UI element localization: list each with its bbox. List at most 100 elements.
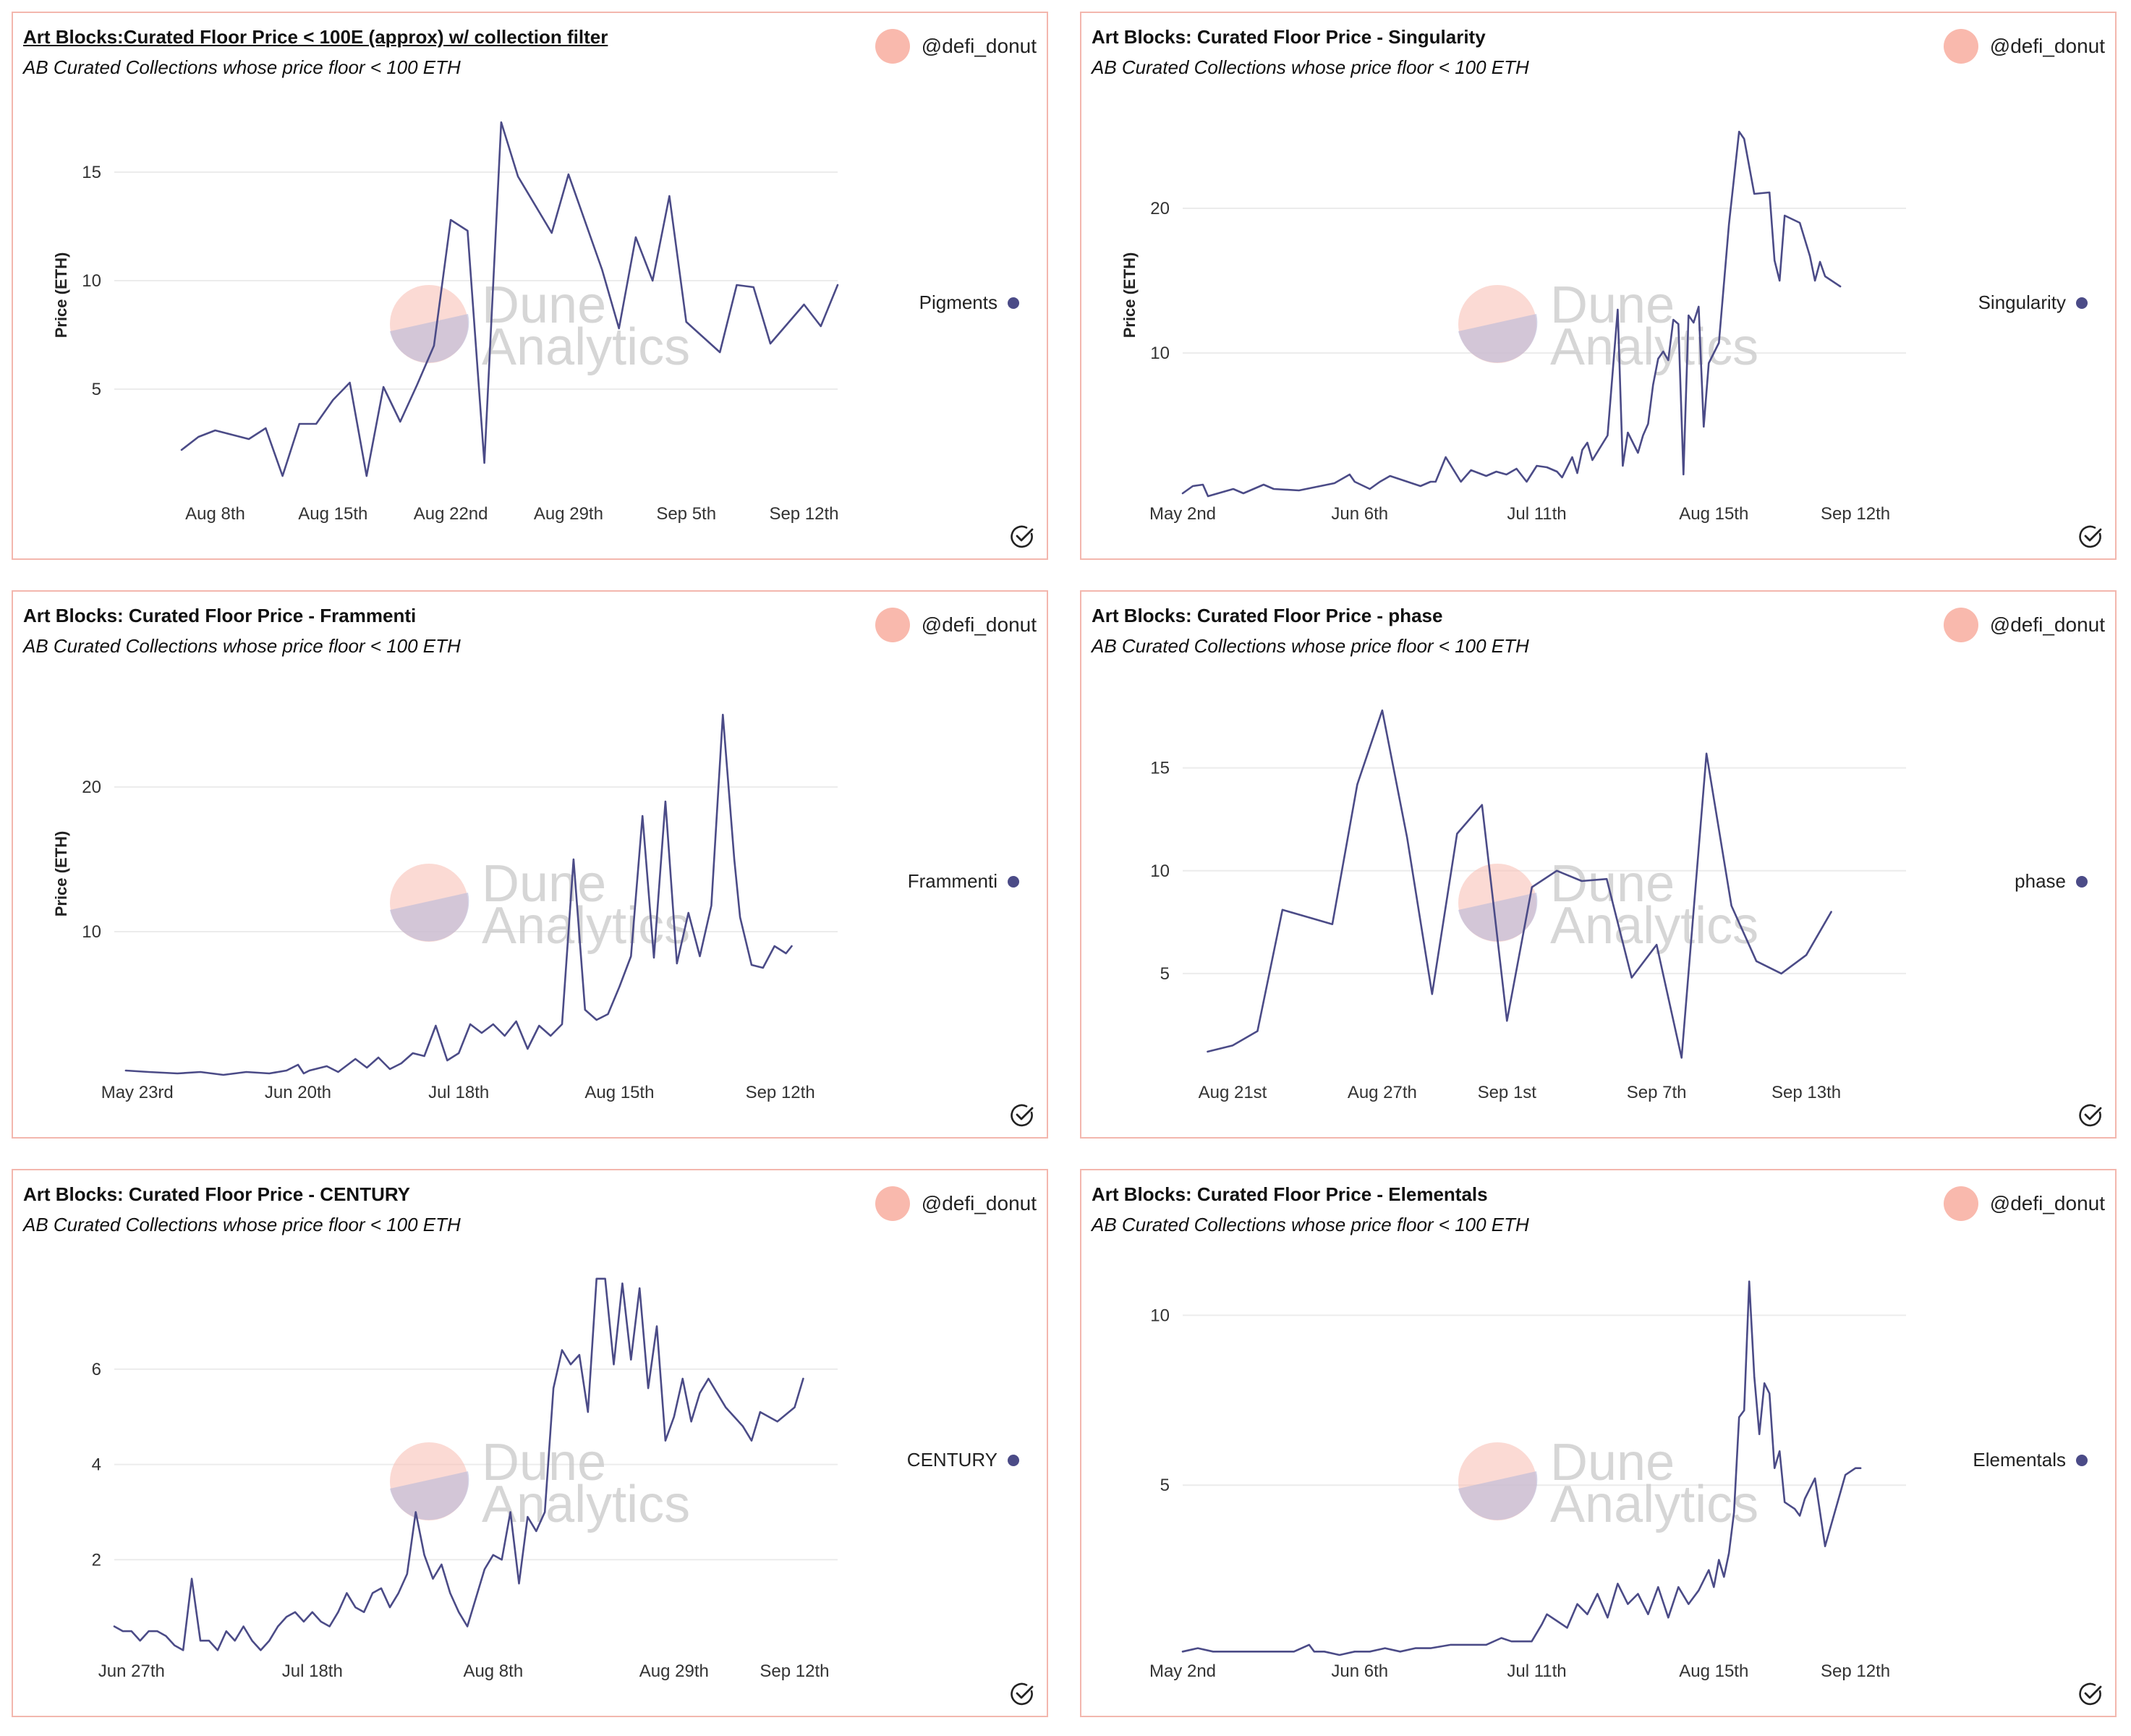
author-name[interactable]: @defi_donut [1989,35,2105,57]
author-name[interactable]: @defi_donut [1989,1192,2105,1214]
y-tick-label: 20 [82,778,101,797]
legend-label[interactable]: phase [2015,870,2066,892]
panel-subtitle: AB Curated Collections whose price floor… [23,56,461,78]
legend-item[interactable]: Pigments [919,292,1019,314]
x-tick-label: Aug 29th [639,1661,709,1681]
x-tick-label: Jun 6th [1331,1661,1388,1681]
y-tick-label: 20 [1150,199,1170,218]
chart-area: 10 20 Price (ETH) May 23rd Jun 20th Jul 18th A… [52,713,838,1102]
watermark-text: Dune [482,1434,606,1492]
author-link[interactable]: @defi_donut [875,29,1037,64]
author-link[interactable]: @defi_donut [875,608,1037,642]
x-tick-label: Jul 11th [1507,1661,1566,1681]
author-link[interactable]: @defi_donut [1943,608,2105,642]
legend-label[interactable]: CENTURY [906,1449,998,1471]
watermark-text: Dune [482,276,606,334]
avatar [1943,608,1978,642]
series-line-phase [1207,709,1832,1059]
verified-check-icon[interactable] [1009,1681,1035,1707]
verified-check-icon[interactable] [2077,524,2104,550]
series-line-singularity [1181,130,1842,498]
x-tick-label: May 23rd [101,1083,174,1102]
x-tick-label: Jun 20th [265,1083,331,1102]
x-tick-label: Aug 22nd [414,504,488,524]
x-tick-label: Aug 15th [1679,504,1748,524]
chart-panel-4: Art Blocks: Curated Floor Price - phase A… [1080,590,2117,1139]
y-tick-label: 5 [1160,1476,1170,1495]
avatar [875,1186,910,1221]
y-tick-label: 10 [82,271,101,291]
author-name[interactable]: @defi_donut [921,35,1037,57]
x-tick-label: Aug 27th [1348,1083,1417,1102]
verified-check-icon[interactable] [1009,1102,1035,1128]
panel-title: Art Blocks: Curated Floor Price - Elemen… [1092,1183,1488,1205]
author-link[interactable]: @defi_donut [1943,29,2105,64]
panel-subtitle: AB Curated Collections whose price floor… [1092,635,1529,657]
legend-label[interactable]: Singularity [1978,292,2066,313]
y-axis-label: Price (ETH) [52,831,70,917]
legend-dot [1008,875,1019,888]
author-name[interactable]: @defi_donut [1989,613,2105,636]
panel-title[interactable]: Art Blocks:Curated Floor Price < 100E (a… [23,26,608,48]
avatar [875,608,910,642]
x-tick-label: Aug 8th [463,1661,523,1681]
watermark-text: Analytics [482,897,690,955]
watermark-text: Dune [482,855,606,913]
author-name[interactable]: @defi_donut [921,613,1037,636]
y-tick-label: 10 [1150,1306,1170,1325]
watermark-text: Dune [1550,1434,1675,1492]
x-tick-label: Sep 13th [1771,1083,1841,1102]
legend-dot [1008,1454,1019,1466]
x-tick-label: Aug 15th [1679,1661,1748,1681]
author-link[interactable]: @defi_donut [875,1186,1037,1221]
legend-item[interactable]: CENTURY [907,1449,1019,1471]
verified-check-icon[interactable] [2077,1102,2104,1128]
chart-area: 10 20 Price (ETH) May 2nd Jun 6th Jul 11th Aug… [1120,130,1906,524]
y-tick-label: 4 [92,1455,101,1475]
author-link[interactable]: @defi_donut [1943,1186,2105,1221]
legend-item[interactable]: phase [2015,870,2088,893]
legend-dot [2076,1454,2088,1466]
chart-panel-6: Art Blocks: Curated Floor Price - Elemen… [1080,1169,2117,1717]
y-axis-label: Price (ETH) [1120,252,1139,339]
chart-panel-3: Art Blocks: Curated Floor Price - Framme… [12,590,1048,1139]
legend-item[interactable]: Elementals [1973,1449,2088,1471]
watermark-text: Analytics [1550,318,1758,376]
verified-check-icon[interactable] [1009,524,1035,550]
x-tick-label: Sep 12th [760,1661,829,1681]
watermark-text: Analytics [482,318,690,376]
author-name[interactable]: @defi_donut [921,1192,1037,1214]
panel-title: Art Blocks: Curated Floor Price - Singul… [1092,26,1486,48]
y-tick-label: 6 [92,1360,101,1379]
x-tick-label: Jun 27th [98,1661,165,1681]
chart-panel-5: Art Blocks: Curated Floor Price - CENTUR… [12,1169,1048,1717]
y-tick-label: 15 [82,163,101,182]
watermark-text: Analytics [482,1476,690,1533]
x-tick-label: Aug 15th [298,504,367,524]
legend-label[interactable]: Elementals [1973,1449,2066,1471]
series-line-century [113,1277,804,1651]
y-tick-label: 5 [1160,964,1170,984]
chart-area: 5 10 15 Price (ETH) Aug 8th Aug 15th Aug 22nd A… [52,121,839,524]
legend-label[interactable]: Pigments [919,292,998,313]
legend-item[interactable]: Frammenti [908,870,1019,893]
series-line-pigments [180,121,839,477]
verified-check-icon[interactable] [2077,1681,2104,1707]
panel-subtitle: AB Curated Collections whose price floor… [23,1214,461,1235]
y-tick-label: 10 [82,922,101,942]
avatar [875,29,910,64]
x-tick-label: Sep 1st [1478,1083,1537,1102]
x-tick-label: Aug 8th [185,504,245,524]
panel-subtitle: AB Curated Collections whose price floor… [1092,1214,1529,1235]
x-tick-label: Jul 18th [428,1083,489,1102]
legend-dot [1008,297,1019,309]
watermark-text: Analytics [1550,897,1758,955]
y-axis-label: Price (ETH) [52,252,70,339]
legend-label[interactable]: Frammenti [907,870,998,892]
x-tick-label: Aug 15th [584,1083,654,1102]
legend-item[interactable]: Singularity [1978,292,2088,314]
x-tick-label: Sep 12th [1821,1661,1890,1681]
